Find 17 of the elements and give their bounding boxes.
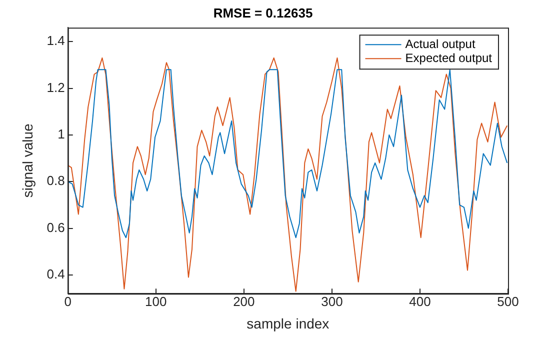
- x-axis-title: sample index: [246, 315, 330, 332]
- y-tick-label: 0.6: [46, 220, 65, 235]
- y-axis-title: signal value: [19, 123, 36, 198]
- legend-label: Actual output: [405, 36, 476, 51]
- x-tick-label: 300: [321, 294, 343, 309]
- x-tick-label: 0: [64, 294, 72, 309]
- y-tick-label: 0.8: [46, 173, 65, 188]
- x-tick-label: 200: [233, 294, 255, 309]
- x-tick-label: 500: [497, 294, 519, 309]
- y-tick-label: 0.4: [46, 266, 65, 282]
- y-tick-label: 1.2: [46, 80, 65, 95]
- x-tick-label: 400: [409, 294, 431, 309]
- x-tick-label: 100: [145, 294, 167, 309]
- y-tick-label: 1.4: [46, 33, 65, 48]
- chart-title: RMSE = 0.12635: [213, 5, 313, 20]
- legend-label: Expected output: [405, 50, 493, 65]
- y-tick-label: 1: [58, 126, 65, 142]
